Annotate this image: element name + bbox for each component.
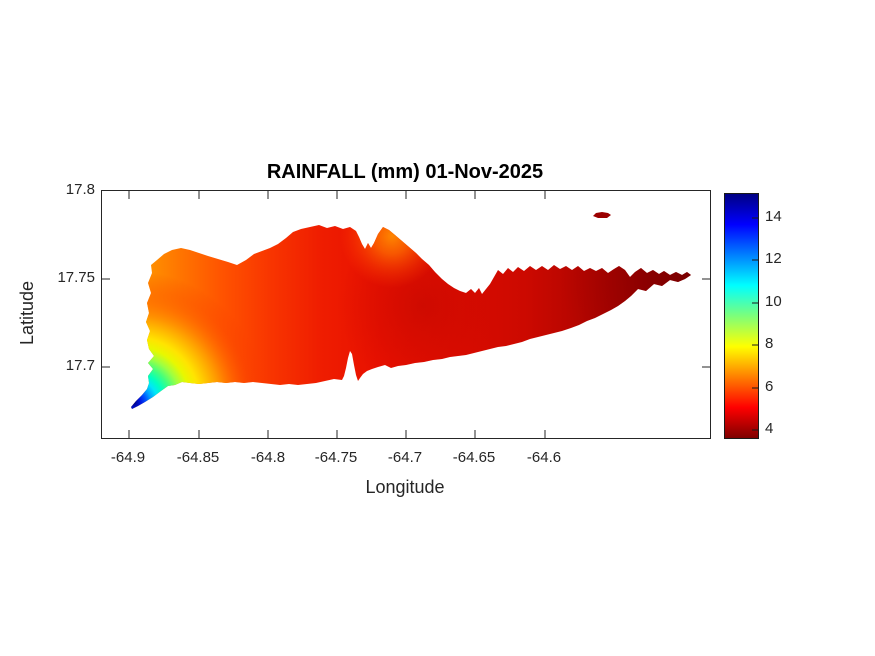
- x-axis-label: Longitude: [365, 477, 445, 497]
- small-islet: [593, 212, 611, 218]
- colorbar-tick-label: 4: [765, 420, 774, 437]
- axis-tick-marks: [102, 191, 710, 438]
- colorbar-gradient: [725, 194, 758, 438]
- y-tick-label: 17.75: [57, 269, 95, 286]
- x-tick-label: -64.75: [314, 449, 358, 466]
- x-tick-label: -64.9: [110, 449, 146, 466]
- colorbar-tick-label: 6: [765, 378, 774, 395]
- colorbar-tick-label: 12: [765, 250, 782, 267]
- colorbar-tick-label: 10: [765, 293, 782, 310]
- colorbar-tick-label: 8: [765, 335, 774, 352]
- y-axis-label: Latitude: [17, 280, 37, 346]
- colorbar: [724, 193, 759, 439]
- island-rainfall-surface: [131, 225, 691, 409]
- y-tick-label: 17.7: [65, 357, 95, 374]
- colorbar-tick-label: 14: [765, 208, 782, 225]
- x-tick-label: -64.8: [250, 449, 286, 466]
- colorbar-tick-marks: [752, 217, 758, 431]
- x-tick-label: -64.6: [526, 449, 562, 466]
- chart-title: RAINFALL (mm) 01-Nov-2025: [266, 161, 544, 183]
- rainfall-map: [102, 191, 710, 438]
- plot-area: [101, 190, 711, 439]
- x-tick-label: -64.85: [176, 449, 220, 466]
- x-tick-label: -64.7: [387, 449, 423, 466]
- x-tick-label: -64.65: [452, 449, 496, 466]
- y-tick-label: 17.8: [65, 181, 95, 198]
